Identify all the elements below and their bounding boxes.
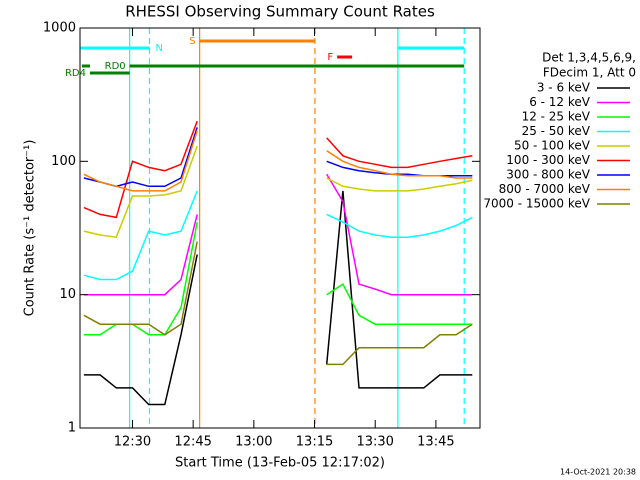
flag-label: N <box>155 43 162 54</box>
legend-label: 100 - 300 keV <box>506 153 590 167</box>
legend-label: 12 - 25 keV <box>522 110 591 124</box>
series-line <box>83 120 473 219</box>
legend-header: FDecim 1, Att 0 <box>543 66 636 80</box>
legend-label: 800 - 7000 keV <box>499 182 591 196</box>
series-line <box>83 241 473 366</box>
y-tick-label: 1 <box>68 421 76 436</box>
flag-label: RD0 <box>105 61 126 72</box>
series-line <box>83 221 473 336</box>
chart-title: RHESSI Observing Summary Count Rates <box>125 3 435 21</box>
legend-label: 25 - 50 keV <box>522 124 591 138</box>
y-axis-label: Count Rate (s⁻¹ detector⁻¹) <box>23 140 38 317</box>
plot-frame <box>79 27 481 429</box>
flag-label: S <box>189 36 195 47</box>
legend-label: 3 - 6 keV <box>537 81 591 95</box>
legend-label: 300 - 800 keV <box>506 168 590 182</box>
series-line <box>83 190 473 406</box>
legend-label: 7000 - 15000 keV <box>483 197 590 211</box>
x-tick-label: 13:00 <box>235 435 272 450</box>
x-tick-label: 12:45 <box>174 435 211 450</box>
x-tick-label: 13:45 <box>417 435 454 450</box>
series-line <box>83 130 473 192</box>
x-axis-label: Start Time (13-Feb-05 12:17:02) <box>175 456 385 471</box>
series-line <box>83 190 473 281</box>
y-tick-label: 10 <box>59 287 76 302</box>
x-tick-label: 13:15 <box>296 435 333 450</box>
series-line <box>83 173 473 296</box>
y-tick-label: 1000 <box>43 21 76 36</box>
legend-label: 6 - 12 keV <box>529 95 591 109</box>
legend-header: Det 1,3,4,5,6,9, <box>542 51 636 65</box>
x-tick-label: 13:30 <box>356 435 393 450</box>
flag-label: RD4 <box>65 68 86 79</box>
footer: 14-Oct-2021 20:38 <box>560 468 636 477</box>
legend-label: 50 - 100 keV <box>514 139 591 153</box>
y-tick-label: 100 <box>51 154 76 169</box>
x-tick-label: 12:30 <box>114 435 151 450</box>
series-line <box>83 145 473 239</box>
flag-label: F <box>327 52 333 63</box>
